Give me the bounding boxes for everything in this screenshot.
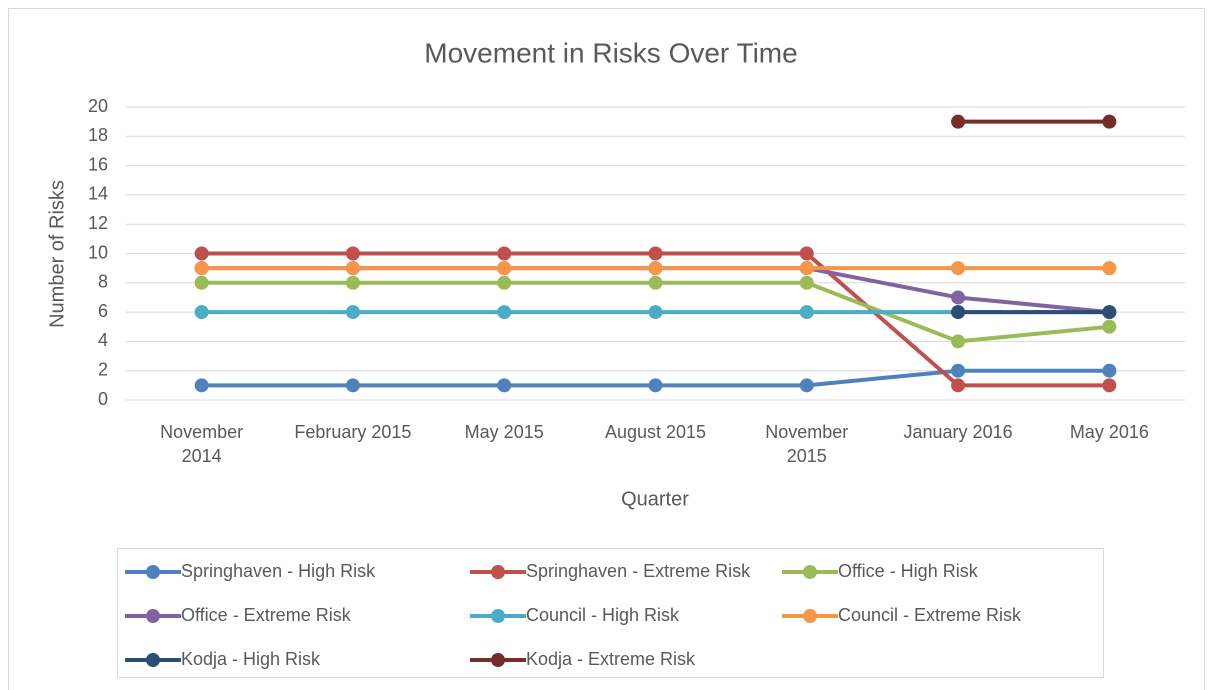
y-tick-label: 20 — [88, 96, 108, 116]
legend-marker — [146, 653, 160, 667]
y-tick-label: 0 — [98, 389, 108, 409]
legend-label: Council - Extreme Risk — [838, 605, 1022, 625]
data-point — [1102, 378, 1117, 393]
y-tick-label: 4 — [98, 330, 108, 350]
y-tick-label: 6 — [98, 301, 108, 321]
x-tick-label: November 2015 — [765, 422, 849, 466]
data-point — [648, 305, 663, 320]
x-tick-label: November 2014 — [160, 422, 244, 466]
x-tick-label: January 2016 — [903, 422, 1013, 442]
chart-border — [8, 8, 1205, 690]
data-point — [799, 275, 814, 290]
y-tick-label: 14 — [88, 184, 108, 204]
legend-marker — [803, 609, 817, 623]
legend-box — [117, 548, 1104, 678]
data-point — [799, 378, 814, 393]
x-tick-label: February 2015 — [294, 422, 412, 442]
legend-marker — [146, 609, 160, 623]
legend-label: Kodja - Extreme Risk — [526, 649, 696, 669]
data-point — [951, 290, 966, 305]
data-point — [648, 261, 663, 276]
y-tick-label: 16 — [88, 154, 108, 174]
data-point — [1102, 261, 1117, 276]
data-point — [648, 378, 663, 393]
data-point — [194, 246, 209, 261]
y-tick-label: 18 — [88, 125, 108, 145]
x-axis-label: Quarter — [621, 488, 689, 510]
data-point — [345, 246, 360, 261]
data-point — [497, 305, 512, 320]
legend-marker — [491, 653, 505, 667]
data-point — [497, 275, 512, 290]
data-point — [497, 261, 512, 276]
data-point — [345, 305, 360, 320]
data-point — [951, 378, 966, 393]
legend-label: Office - High Risk — [838, 561, 979, 581]
data-point — [345, 275, 360, 290]
data-point — [194, 261, 209, 276]
data-point — [648, 246, 663, 261]
data-point — [194, 378, 209, 393]
legend-marker — [146, 565, 160, 579]
chart-title: Movement in Risks Over Time — [424, 37, 797, 68]
data-point — [1102, 363, 1117, 378]
data-point — [1102, 319, 1117, 334]
legend-label: Kodja - High Risk — [181, 649, 321, 669]
legend-label: Council - High Risk — [526, 605, 680, 625]
data-point — [194, 305, 209, 320]
data-point — [951, 114, 966, 129]
data-point — [1102, 114, 1117, 129]
data-point — [799, 305, 814, 320]
data-point — [951, 334, 966, 349]
legend-label: Springhaven - High Risk — [181, 561, 376, 581]
data-point — [951, 363, 966, 378]
data-point — [648, 275, 663, 290]
data-point — [799, 261, 814, 276]
data-point — [799, 246, 814, 261]
data-point — [951, 261, 966, 276]
y-axis-label: Number of Risks — [46, 180, 68, 328]
data-point — [194, 275, 209, 290]
legend-marker — [491, 609, 505, 623]
y-tick-label: 12 — [88, 213, 108, 233]
legend-marker — [491, 565, 505, 579]
legend-label: Springhaven - Extreme Risk — [526, 561, 751, 581]
data-point — [1102, 305, 1117, 320]
x-tick-label: May 2016 — [1069, 422, 1149, 442]
legend-marker — [803, 565, 817, 579]
data-point — [345, 261, 360, 276]
data-point — [951, 305, 966, 320]
data-point — [345, 378, 360, 393]
x-tick-label: August 2015 — [604, 422, 707, 442]
x-tick-label: May 2015 — [464, 422, 544, 442]
y-tick-label: 10 — [88, 242, 108, 262]
y-tick-label: 8 — [98, 272, 108, 292]
data-point — [497, 246, 512, 261]
legend-label: Office - Extreme Risk — [181, 605, 352, 625]
y-tick-label: 2 — [98, 359, 108, 379]
data-point — [497, 378, 512, 393]
